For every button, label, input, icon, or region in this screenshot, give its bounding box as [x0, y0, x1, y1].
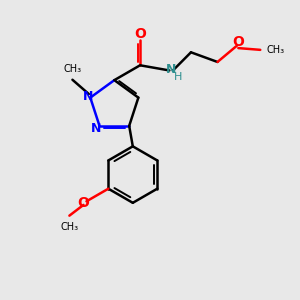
Text: O: O: [77, 196, 89, 210]
Text: N: N: [83, 90, 93, 103]
Text: N: N: [91, 122, 101, 135]
Text: CH₃: CH₃: [63, 64, 82, 74]
Text: O: O: [134, 27, 146, 41]
Text: N: N: [166, 63, 176, 76]
Text: O: O: [232, 35, 244, 49]
Text: H: H: [173, 72, 182, 82]
Text: CH₃: CH₃: [60, 222, 78, 232]
Text: CH₃: CH₃: [267, 45, 285, 55]
